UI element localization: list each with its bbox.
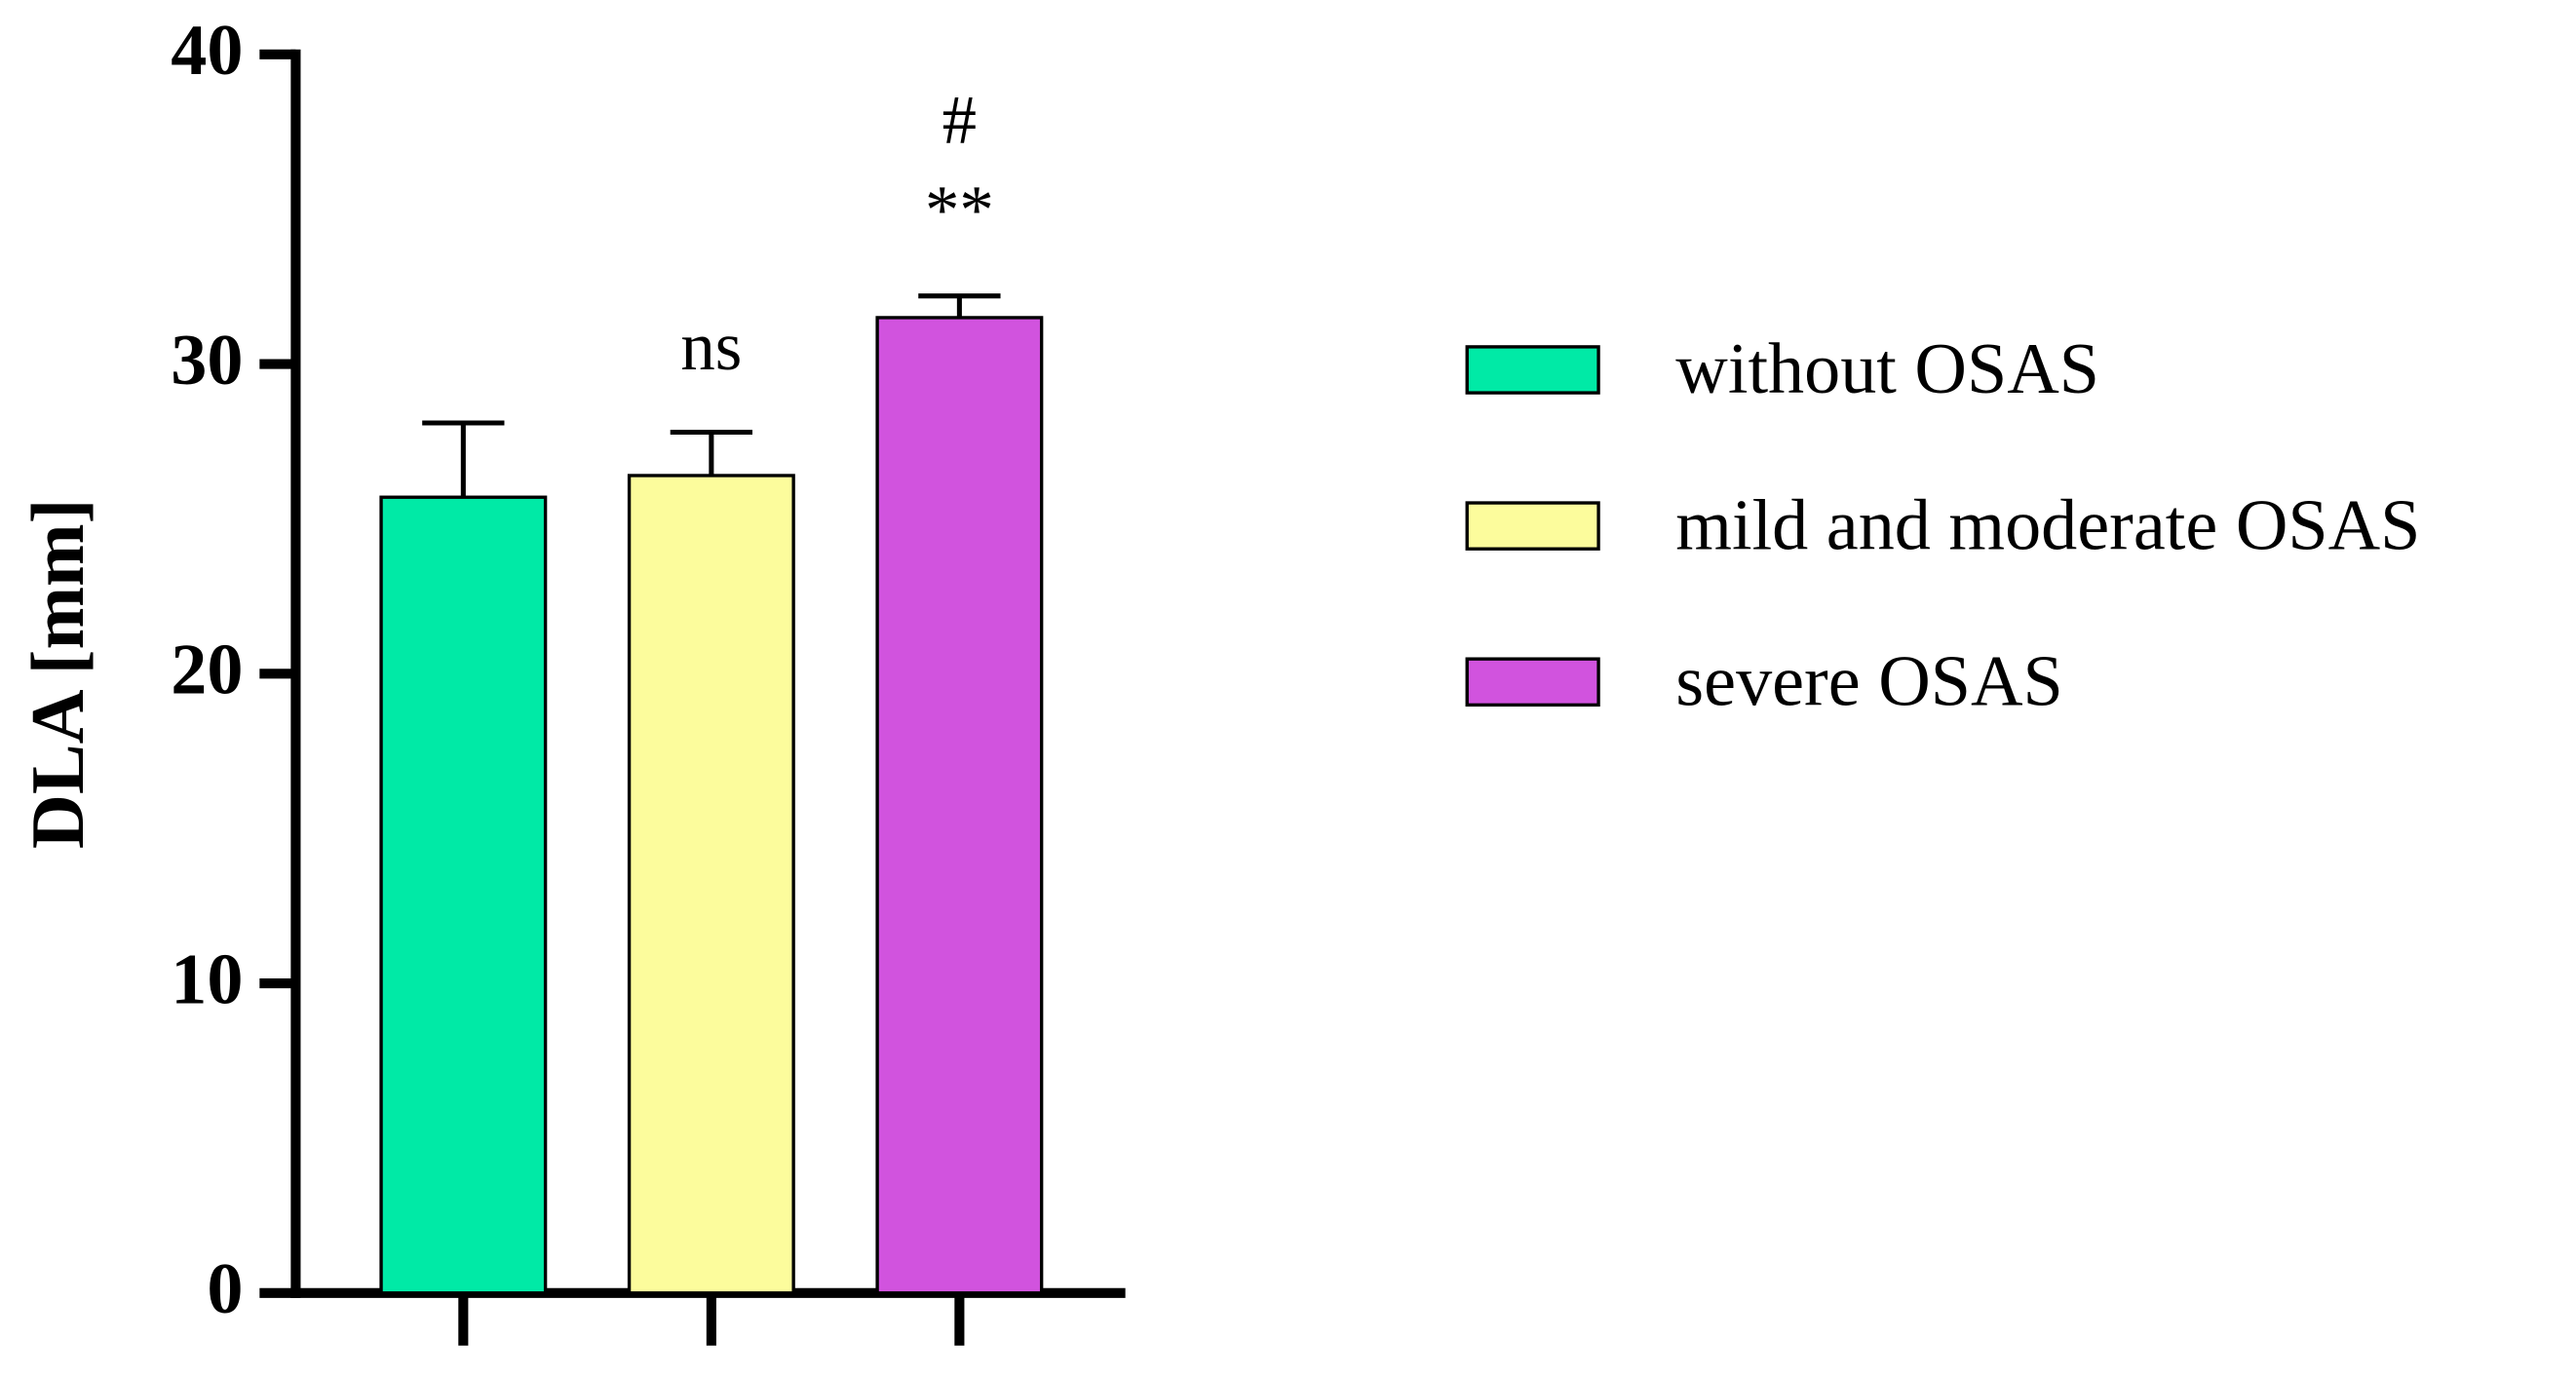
legend-swatch <box>1465 657 1600 708</box>
legend-label: severe OSAS <box>1675 642 2063 722</box>
annotation: ns <box>680 309 742 385</box>
legend-label: mild and moderate OSAS <box>1675 485 2420 565</box>
annotation: # <box>942 82 977 158</box>
y-tick-label: 20 <box>171 631 243 710</box>
y-axis-label: DLA [mm] <box>16 499 99 850</box>
y-tick-label: 30 <box>171 321 243 401</box>
bar <box>627 474 795 1295</box>
bar <box>379 495 548 1295</box>
bar <box>875 316 1044 1295</box>
legend-swatch <box>1465 501 1600 551</box>
annotation: ** <box>925 172 994 249</box>
y-tick-label: 40 <box>171 11 243 91</box>
y-tick-label: 0 <box>207 1249 243 1329</box>
legend-swatch <box>1465 345 1600 395</box>
legend-label: without OSAS <box>1675 329 2099 409</box>
y-tick-label: 10 <box>171 939 243 1019</box>
